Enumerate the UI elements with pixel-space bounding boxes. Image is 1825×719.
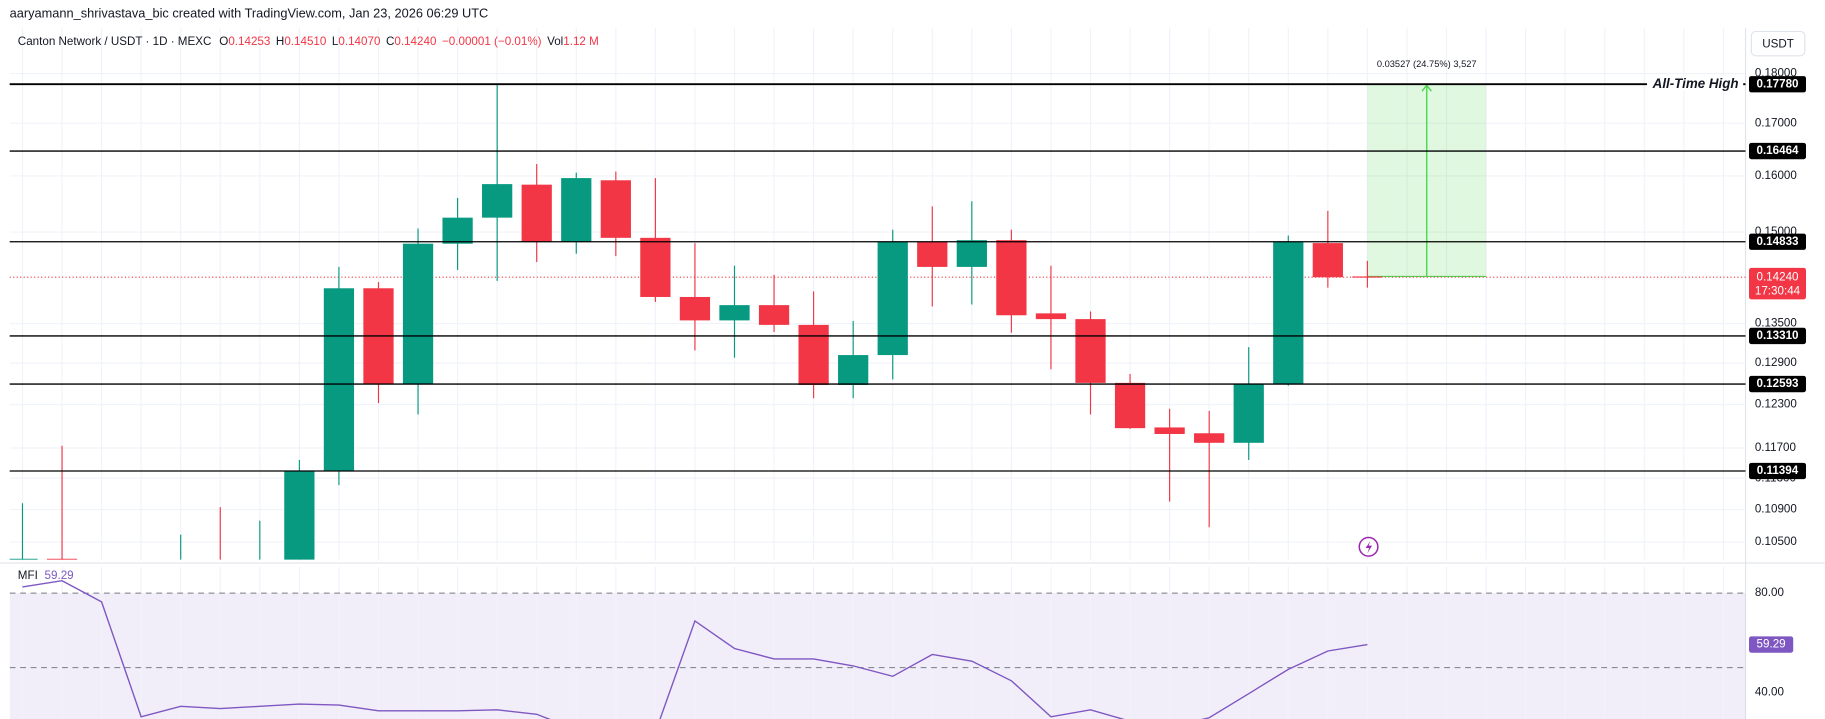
mfi-title: MFI (18, 569, 38, 582)
candle-body (1114, 382, 1146, 429)
legend: Canton Network / USDT · 1D · MEXC O0.142… (18, 35, 599, 48)
mfi-band (9, 593, 1746, 719)
level-tag-label: 0.13310 (1756, 329, 1798, 342)
candle-body (9, 558, 38, 560)
y-tick-label: 0.17000 (1755, 116, 1798, 129)
level-tag (1749, 142, 1807, 160)
candle-body (1273, 241, 1304, 385)
y-tick-label: 80.00 (1755, 586, 1785, 599)
candle-body (877, 241, 908, 356)
symbol: Canton Network / USDT · 1D · MEXC (18, 35, 212, 48)
level-tag-label: 0.14833 (1756, 235, 1799, 248)
y-tick-label: 40.00 (1755, 686, 1785, 699)
candle-body (917, 241, 948, 267)
measure-arrowhead (1421, 84, 1432, 92)
y-tick-label: 0.11700 (1755, 441, 1797, 454)
legend-key: L (332, 35, 339, 48)
level-tag (1749, 327, 1807, 345)
y-tick-label: 0.12300 (1755, 398, 1798, 411)
candle-body (758, 305, 790, 325)
candle-body (679, 296, 711, 321)
legend-value: 0.14070 (338, 35, 381, 48)
candle-body (402, 243, 434, 384)
currency[interactable]: USDT (1762, 37, 1794, 50)
candle-body (1233, 384, 1264, 443)
measure-label: 0.03527 (24.75%) 3,527 (1377, 59, 1477, 69)
legend-value: 0.14253 (228, 35, 270, 48)
y-tick-label: 0.10500 (1755, 535, 1798, 548)
candle-body (1154, 427, 1185, 434)
candle-body (838, 355, 869, 385)
candle-body (1312, 243, 1343, 278)
level-tag-label: 0.11394 (1757, 464, 1799, 477)
candle-body (442, 217, 473, 244)
y-tick-label: 0.10900 (1755, 503, 1798, 516)
annotation-bg (1647, 75, 1744, 91)
candle-body (719, 305, 750, 321)
last-price-label: 0.14240 (1756, 270, 1799, 283)
mfi-value: 59.29 (45, 569, 74, 582)
mfi-pane (9, 566, 1746, 719)
mfi-tag (1749, 636, 1794, 653)
legend-value: 1.12 M (563, 35, 599, 48)
candle-body (482, 184, 513, 218)
currency-button[interactable] (1750, 30, 1806, 57)
level-tag-label: 0.12593 (1756, 377, 1799, 390)
candle-body (521, 184, 552, 242)
candle-body (1194, 433, 1225, 443)
candle-body (561, 178, 592, 242)
candle-body (1075, 319, 1106, 383)
level-tag (1749, 462, 1807, 480)
candle-body (640, 237, 671, 297)
mfi-tag-label: 59.29 (1757, 638, 1786, 651)
level-annotation: All-Time High (1652, 76, 1739, 91)
level-tag (1749, 375, 1807, 393)
last-price-tag (1749, 267, 1807, 300)
candle-body (798, 324, 829, 385)
y-tick-label: 0.16000 (1755, 169, 1798, 182)
credit: aaryamann_shrivastava_bic created with T… (10, 5, 489, 20)
countdown: 17:30:44 (1755, 284, 1801, 297)
y-tick-label: 0.12900 (1755, 356, 1798, 369)
legend-key: H (276, 35, 284, 48)
legend-key: O (219, 35, 228, 48)
candle-body (1035, 313, 1067, 320)
candle-body (284, 470, 315, 560)
legend-value: 0.14510 (284, 35, 327, 48)
level-tag (1749, 76, 1807, 93)
legend-value: 0.14240 (394, 35, 437, 48)
y-tick-label: 0.13500 (1755, 317, 1798, 330)
legend-key: Vol (547, 35, 563, 48)
level-tag (1749, 233, 1807, 250)
candle-body (996, 240, 1027, 316)
candle-body (323, 288, 355, 472)
mfi-legend: MFI 59.29 (18, 569, 74, 582)
candle-body (956, 240, 987, 267)
level-tag-label: 0.16464 (1756, 144, 1799, 157)
legend-key: C (386, 35, 394, 48)
mfi-line (22, 580, 1368, 719)
alert-bolt (1365, 540, 1373, 554)
candle-body (46, 558, 78, 560)
candle-body (600, 180, 631, 238)
change: −0.00001 (−0.01%) (442, 35, 542, 48)
level-tag-label: 0.17780 (1756, 77, 1798, 90)
candle-body (1352, 276, 1383, 278)
